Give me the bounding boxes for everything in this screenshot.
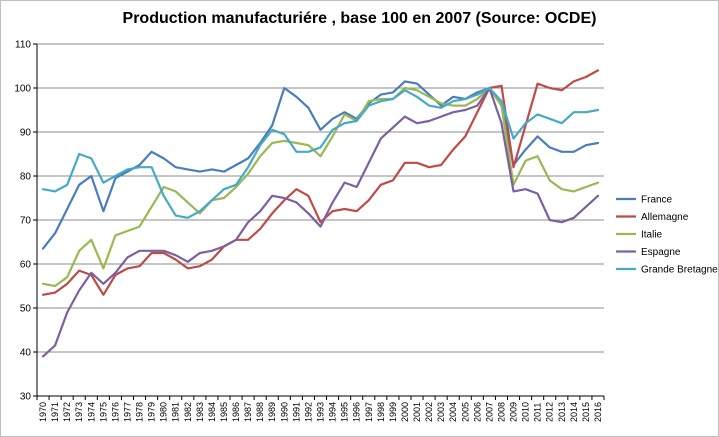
x-tick-label: 2015 — [581, 402, 591, 422]
gridlines — [37, 43, 604, 353]
y-tick-label: 80 — [20, 172, 32, 183]
y-tick-label: 30 — [20, 392, 32, 403]
x-tick-label: 1988 — [255, 402, 265, 422]
x-tick-label: 2003 — [436, 402, 446, 422]
y-axis-ticks: 30 40 50 60 70 80 90 100 110 — [14, 40, 31, 403]
x-tick-label: 1983 — [195, 402, 205, 422]
x-tick-label: 2014 — [569, 402, 579, 422]
x-tick-label: 1999 — [388, 402, 398, 422]
x-tick-label: 2000 — [400, 402, 410, 422]
series-line-espagne — [41, 86, 600, 358]
x-tick-label: 1973 — [74, 402, 84, 422]
x-tick-label: 2012 — [545, 402, 555, 422]
x-tick-label: 2005 — [460, 402, 470, 422]
series-lines — [41, 69, 600, 358]
chart-title: Production manufacturiére , base 100 en … — [122, 10, 597, 27]
x-tick-label: 1996 — [352, 402, 362, 422]
y-tick-label: 100 — [14, 84, 31, 95]
x-tick-label: 1994 — [328, 402, 338, 422]
x-tick-label: 1979 — [147, 402, 157, 422]
x-tick-label: 1972 — [62, 402, 72, 422]
x-axis-ticks: 1970 1971 1972 1973 1974 1975 1976 1977 1978 1979… — [38, 402, 603, 422]
x-tick-label: 2006 — [472, 402, 482, 422]
x-tick-label: 1974 — [86, 402, 96, 422]
x-tick-label: 2004 — [448, 402, 458, 422]
legend: France Allemagne Italie Espagne Grande Breta… — [616, 195, 718, 276]
x-tick-label: 1998 — [376, 402, 386, 422]
x-tick-label: 2001 — [412, 402, 422, 422]
x-tick-label: 1990 — [279, 402, 289, 422]
x-tick-label: 1981 — [171, 402, 181, 422]
x-tick-label: 2010 — [521, 402, 531, 422]
x-tick-label: 2007 — [484, 402, 494, 422]
x-tick-label: 1976 — [110, 402, 120, 422]
y-tick-label: 40 — [20, 348, 32, 359]
x-tick-label: 1992 — [303, 402, 313, 422]
x-tick-label: 1993 — [316, 402, 326, 422]
legend-label-espagne: Espagne — [641, 247, 681, 258]
legend-label-grande-bretagne: Grande Bretagne — [641, 265, 718, 276]
x-tick-label: 2008 — [496, 402, 506, 422]
x-tick-label: 1975 — [98, 402, 108, 422]
x-tick-label: 1982 — [183, 402, 193, 422]
x-tick-label: 1980 — [159, 402, 169, 422]
x-tick-label: 1986 — [231, 402, 241, 422]
x-tick-label: 1995 — [340, 402, 350, 422]
x-tick-label: 1997 — [364, 402, 374, 422]
x-tick-label: 2016 — [593, 402, 603, 422]
x-tick-label: 1978 — [135, 402, 145, 422]
x-tick-label: 2013 — [557, 402, 567, 422]
legend-label-france: France — [641, 195, 673, 206]
y-tick-label: 90 — [20, 128, 32, 139]
y-tick-label: 110 — [15, 40, 31, 51]
x-tick-label: 1987 — [243, 402, 253, 422]
series-line-italie — [41, 86, 600, 288]
legend-label-allemagne: Allemagne — [641, 212, 689, 223]
axes — [33, 43, 605, 400]
x-tick-label: 1971 — [50, 402, 60, 422]
x-tick-label: 2009 — [509, 402, 519, 422]
series-line-grande-bretagne — [41, 86, 600, 219]
y-tick-label: 70 — [20, 216, 32, 227]
y-tick-label: 50 — [20, 304, 32, 315]
x-tick-label: 1984 — [207, 402, 217, 422]
x-tick-label: 1970 — [38, 402, 48, 422]
x-tick-label: 1991 — [291, 402, 301, 422]
x-tick-label: 2002 — [424, 402, 434, 422]
x-tick-label: 1977 — [122, 402, 132, 422]
x-tick-label: 2011 — [533, 403, 543, 422]
y-tick-label: 60 — [20, 260, 32, 271]
x-tick-label: 1985 — [219, 402, 229, 422]
legend-label-italie: Italie — [641, 230, 663, 241]
x-tick-label: 1989 — [267, 402, 277, 422]
